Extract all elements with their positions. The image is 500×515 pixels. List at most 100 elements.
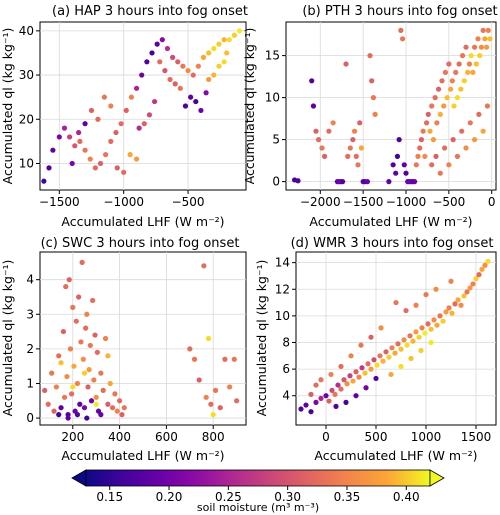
x-tick-label: 400	[108, 430, 131, 444]
scatter-point	[236, 28, 243, 34]
x-tick-label: 600	[155, 430, 178, 444]
scatter-point	[66, 277, 72, 283]
scatter-point	[87, 156, 93, 162]
scatter-point	[88, 398, 95, 404]
scatter-point	[367, 53, 373, 59]
scatter-point	[364, 179, 371, 185]
y-tick-label: 0	[272, 175, 280, 189]
scatter-point	[303, 402, 309, 408]
scatter-point	[343, 399, 349, 405]
scatter-point	[466, 61, 473, 67]
scatter-point	[76, 129, 82, 136]
scatter-point	[479, 266, 485, 272]
y-tick-label: 2	[26, 342, 34, 356]
panel-c-ticks: 200 400 600 800 0 1 2 3 4	[26, 273, 224, 444]
y-tick-label: 6	[282, 362, 290, 376]
scatter-point	[128, 94, 135, 100]
colorbar-tick-label: 0.40	[393, 490, 420, 504]
panel-a-frame	[39, 21, 247, 191]
scatter-point	[97, 160, 104, 167]
scatter-point	[211, 72, 217, 78]
scatter-point	[211, 45, 217, 52]
scatter-point	[157, 59, 163, 65]
scatter-point	[83, 325, 89, 331]
scatter-point	[435, 86, 442, 92]
scatter-point	[234, 398, 240, 404]
scatter-point	[458, 302, 464, 308]
x-tick-label: −1000	[103, 195, 144, 209]
scatter-point	[408, 355, 414, 362]
panel-c: (c) SWC 3 hours into fog onset 200 400 600…	[0, 236, 247, 463]
scatter-point	[461, 293, 467, 299]
scatter-point	[446, 162, 452, 168]
colorbar-bar-high	[346, 470, 430, 486]
x-tick-label: −1000	[386, 195, 427, 209]
scatter-point	[201, 263, 207, 269]
x-tick-label: 0	[322, 430, 330, 444]
scatter-point	[114, 408, 120, 414]
scatter-point	[144, 59, 150, 65]
scatter-point	[480, 128, 486, 134]
scatter-point	[98, 370, 104, 376]
scatter-point	[56, 412, 62, 418]
scatter-point	[373, 375, 379, 382]
scatter-point	[450, 137, 456, 143]
scatter-point	[216, 41, 222, 47]
scatter-point	[318, 395, 324, 401]
scatter-point	[368, 334, 374, 340]
scatter-point	[335, 382, 341, 388]
scatter-point	[86, 367, 92, 373]
scatter-point	[422, 330, 428, 336]
scatter-point	[313, 128, 319, 134]
scatter-point	[398, 363, 404, 370]
scatter-point	[351, 128, 358, 134]
y-tick-label: 20	[19, 112, 34, 126]
panel-c-frame	[39, 251, 247, 426]
scatter-point	[188, 94, 194, 100]
scatter-point	[465, 69, 471, 75]
panel-b-ylabel: Accumulated ql (kg kg⁻¹)	[242, 28, 257, 185]
scatter-point	[60, 328, 67, 335]
scatter-point	[190, 72, 196, 78]
scatter-point	[113, 129, 119, 136]
scatter-point	[74, 380, 81, 387]
scatter-point	[482, 262, 488, 268]
y-tick-label: 40	[19, 24, 34, 38]
scatter-point	[338, 386, 344, 392]
scatter-point	[363, 385, 369, 391]
scatter-point	[80, 356, 86, 362]
scatter-point	[102, 335, 109, 342]
scatter-point	[471, 44, 478, 50]
scatter-point	[79, 259, 85, 265]
scatter-point	[221, 37, 227, 43]
scatter-point	[358, 342, 364, 348]
scatter-point	[164, 45, 171, 52]
scatter-point	[353, 153, 359, 159]
y-tick-label: 4	[26, 273, 34, 287]
scatter-point	[433, 286, 439, 292]
scatter-point	[329, 387, 335, 393]
y-tick-label: 1	[26, 376, 34, 390]
scatter-point	[464, 289, 470, 295]
scatter-point	[456, 61, 462, 67]
x-tick-label: −500	[172, 195, 205, 209]
scatter-point	[485, 258, 491, 264]
scatter-point	[84, 415, 90, 421]
scatter-point	[392, 350, 398, 356]
panel-b-frame	[285, 21, 497, 191]
scatter-point	[321, 153, 328, 159]
scatter-point	[485, 27, 491, 33]
scatter-point	[470, 281, 476, 287]
scatter-point	[370, 95, 377, 101]
scatter-point	[172, 81, 178, 87]
scatter-point	[81, 370, 88, 376]
x-tick-label: 800	[202, 430, 225, 444]
scatter-point	[323, 393, 329, 399]
scatter-point	[175, 59, 181, 65]
scatter-point	[377, 353, 383, 359]
scatter-point	[151, 98, 158, 105]
scatter-point	[454, 153, 461, 159]
scatter-point	[212, 387, 219, 393]
y-tick-label: 3	[26, 307, 34, 321]
scatter-point	[345, 153, 351, 159]
